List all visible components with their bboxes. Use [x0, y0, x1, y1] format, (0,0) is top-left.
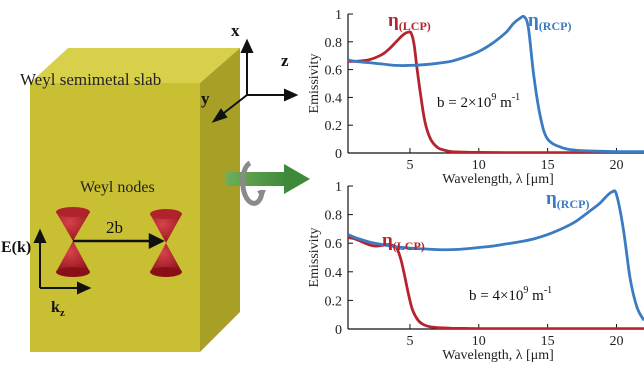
separation-arrow: [73, 232, 165, 250]
y-tick-label: 0.8: [325, 36, 343, 51]
b-parameter-annotation: b = 2×109 m-1: [437, 92, 520, 111]
dispersion-axes: [33, 228, 92, 295]
y-tick-label: 0.4: [325, 266, 343, 281]
series-line-rcp: [348, 189, 644, 322]
slab-side-face: [200, 48, 240, 352]
y-tick-label: 0: [335, 147, 342, 162]
weyl-slab-illustration: Weyl semimetal slab x z y Weyl nodes: [1, 21, 310, 352]
nodes-label: Weyl nodes: [80, 179, 155, 196]
x-tick-label: 10: [472, 158, 486, 173]
y-tick-label: 0.6: [325, 237, 343, 252]
y-tick-label: 0.6: [325, 64, 343, 79]
x-axis-title: Wavelength, λ [μm]: [442, 172, 554, 187]
b-parameter-annotation: b = 4×109 m-1: [469, 285, 552, 304]
weyl-cone-right: [150, 209, 182, 277]
momentum-axis-label: kz: [51, 299, 65, 319]
series-label-lcp: η(LCP): [388, 10, 431, 33]
slab-label: Weyl semimetal slab: [20, 70, 161, 89]
axis-z-label: z: [281, 51, 289, 70]
series-label-lcp: η(LCP): [382, 230, 425, 253]
x-tick-label: 5: [406, 158, 413, 173]
y-tick-label: 0.2: [325, 119, 343, 134]
x-tick-label: 5: [406, 334, 413, 349]
y-axis-title: Emissivity: [307, 228, 322, 288]
x-tick-label: 10: [472, 334, 486, 349]
x-axis-title: Wavelength, λ [μm]: [442, 348, 554, 363]
y-tick-label: 0.2: [325, 294, 343, 309]
series-label-rcp: η(RCP): [546, 188, 589, 211]
x-tick-label: 15: [541, 158, 555, 173]
y-tick-label: 0.8: [325, 209, 343, 224]
axis-x-label: x: [231, 21, 240, 40]
axis-y-label: y: [201, 89, 210, 108]
series-line-lcp: [348, 236, 644, 329]
x-tick-label: 20: [609, 158, 623, 173]
energy-axis-label: E(k): [1, 239, 31, 256]
separation-label: 2b: [106, 218, 123, 237]
weyl-cone-left: [56, 207, 90, 277]
y-tick-label: 1: [335, 180, 342, 195]
slab-top-face: [30, 48, 240, 83]
x-tick-label: 20: [609, 334, 623, 349]
series-line-lcp: [348, 30, 644, 153]
emission-arrow: [226, 160, 310, 206]
series-label-rcp: η(RCP): [528, 10, 571, 33]
coordinate-axes: [211, 38, 299, 123]
series-line-rcp: [348, 14, 644, 153]
y-tick-label: 0.4: [325, 91, 343, 106]
y-tick-label: 1: [335, 8, 342, 23]
y-axis-title: Emissivity: [307, 54, 322, 114]
y-tick-label: 0: [335, 323, 342, 338]
x-tick-label: 15: [541, 334, 555, 349]
